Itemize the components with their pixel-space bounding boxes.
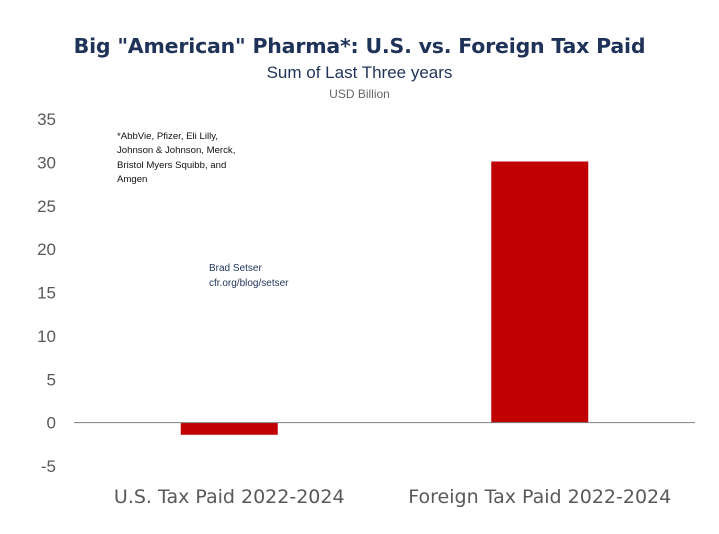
y-tick-label: -5: [41, 457, 56, 476]
footnote-line: *AbbVie, Pfizer, Eli Lilly,: [117, 131, 218, 142]
author-credit: Brad Setser cfr.org/blog/setser: [209, 262, 288, 291]
y-tick-label: 5: [47, 370, 56, 389]
y-tick-label: 20: [37, 240, 56, 259]
footnote: *AbbVie, Pfizer, Eli Lilly, Johnson & Jo…: [117, 130, 267, 187]
author-site: cfr.org/blog/setser: [209, 277, 289, 289]
y-tick-label: 35: [37, 110, 56, 129]
footnote-line: Bristol Myers Squibb, and: [117, 159, 227, 171]
y-tick-label: 15: [37, 284, 56, 303]
y-tick-label: 10: [37, 327, 56, 346]
chart-title: Big "American" Pharma*: U.S. vs. Foreign…: [73, 34, 646, 58]
x-category-label: U.S. Tax Paid 2022-2024: [114, 486, 345, 508]
x-category-label: Foreign Tax Paid 2022-2024: [408, 486, 671, 508]
footnote-line: Johnson & Johnson, Merck,: [117, 145, 236, 157]
units-label: USD Billion: [329, 87, 390, 101]
y-tick-label: 0: [47, 414, 56, 433]
author-name: Brad Setser: [209, 263, 262, 274]
chart-subtitle: Sum of Last Three years: [266, 63, 453, 82]
bar: [491, 161, 589, 423]
y-tick-label: 25: [37, 197, 56, 216]
bar: [180, 422, 278, 435]
footnote-line: Amgen: [117, 173, 148, 185]
y-tick-label: 30: [37, 153, 56, 172]
